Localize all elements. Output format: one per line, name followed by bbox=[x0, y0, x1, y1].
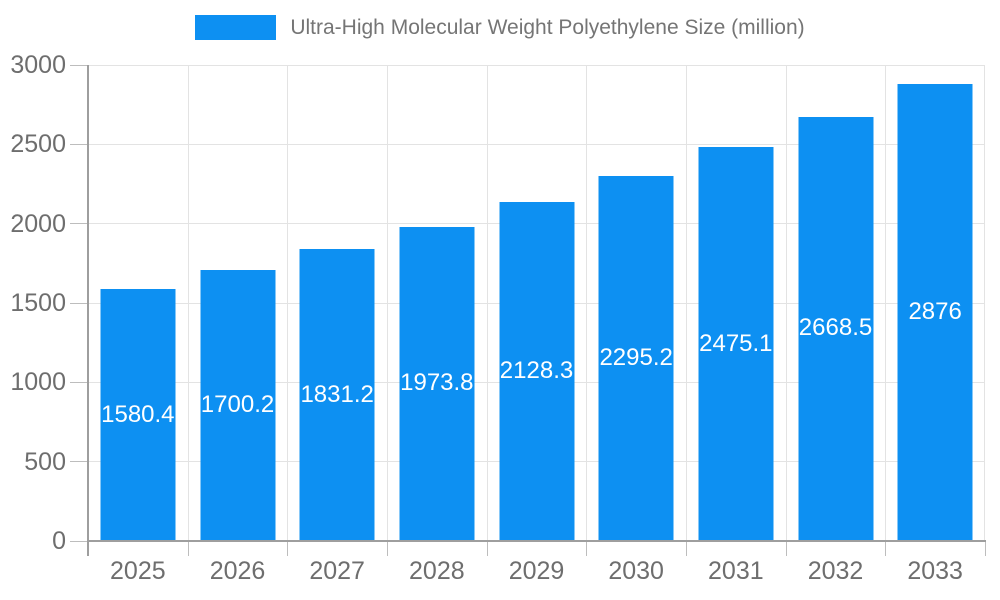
y-axis-tick bbox=[70, 302, 88, 304]
vertical-gridline bbox=[387, 65, 388, 541]
x-axis-tick-label: 2033 bbox=[907, 557, 963, 585]
horizontal-gridline bbox=[88, 64, 985, 66]
x-axis-tick-label: 2028 bbox=[409, 557, 465, 585]
y-axis-tick-label: 2500 bbox=[10, 130, 66, 159]
legend-item[interactable]: Ultra-High Molecular Weight Polyethylene… bbox=[195, 15, 805, 40]
bar-value-label: 2475.1 bbox=[699, 329, 773, 357]
x-axis-tick bbox=[586, 541, 588, 556]
y-axis-tick-label: 2000 bbox=[10, 209, 66, 238]
x-axis-tick bbox=[187, 541, 189, 556]
y-axis-tick-label: 3000 bbox=[10, 51, 66, 79]
vertical-gridline bbox=[686, 65, 687, 541]
x-axis-tick bbox=[885, 541, 887, 556]
bar: 1831.2 bbox=[299, 249, 375, 540]
bar: 2295.2 bbox=[598, 175, 674, 540]
y-axis-tick bbox=[70, 381, 88, 383]
vertical-gridline bbox=[785, 65, 787, 541]
bar-value-label: 1580.4 bbox=[101, 400, 175, 428]
bar-value-label: 2295.2 bbox=[599, 343, 673, 371]
x-axis-tick-label: 2030 bbox=[608, 557, 664, 585]
legend-label: Ultra-High Molecular Weight Polyethylene… bbox=[290, 15, 805, 39]
horizontal-gridline bbox=[88, 143, 985, 145]
x-axis-line bbox=[87, 540, 986, 542]
x-axis-tick bbox=[486, 541, 488, 556]
y-axis-tick bbox=[70, 461, 88, 463]
y-axis-tick bbox=[70, 540, 88, 542]
y-axis-tick bbox=[70, 64, 88, 66]
legend-swatch bbox=[195, 15, 277, 40]
vertical-gridline bbox=[486, 65, 488, 541]
x-axis-tick bbox=[985, 541, 986, 556]
bar: 2475.1 bbox=[698, 147, 774, 540]
x-axis-tick-label: 2031 bbox=[708, 557, 764, 585]
bar-value-label: 1973.8 bbox=[400, 369, 474, 397]
bar-value-label: 1831.2 bbox=[300, 380, 374, 408]
bar: 2128.3 bbox=[499, 202, 574, 540]
vertical-gridline bbox=[885, 65, 887, 541]
bar: 1700.2 bbox=[200, 270, 275, 540]
y-axis-tick-label: 1000 bbox=[10, 368, 66, 397]
x-axis-tick-label: 2029 bbox=[508, 557, 565, 585]
x-axis-tick bbox=[387, 541, 388, 556]
x-axis-tick-label: 2027 bbox=[309, 557, 365, 585]
vertical-gridline bbox=[187, 65, 189, 541]
y-axis-tick bbox=[70, 223, 88, 225]
bar: 2876 bbox=[897, 83, 973, 540]
y-axis-tick-label: 1500 bbox=[10, 289, 66, 317]
x-axis-tick bbox=[287, 541, 289, 556]
bar-value-label: 2668.5 bbox=[798, 314, 873, 342]
y-axis-line bbox=[87, 65, 89, 556]
bar: 2668.5 bbox=[798, 116, 873, 540]
bar-value-label: 2876 bbox=[908, 297, 962, 325]
y-axis-tick bbox=[70, 143, 88, 145]
bar: 1973.8 bbox=[399, 226, 475, 540]
x-axis-tick-label: 2025 bbox=[110, 557, 166, 585]
x-axis-tick-label: 2026 bbox=[209, 557, 266, 585]
vertical-gridline bbox=[984, 65, 985, 541]
x-axis-tick-label: 2032 bbox=[807, 557, 864, 585]
y-axis-tick-label: 0 bbox=[52, 527, 66, 555]
vertical-gridline bbox=[287, 65, 289, 541]
chart-legend: Ultra-High Molecular Weight Polyethylene… bbox=[0, 15, 1000, 40]
bar: 1580.4 bbox=[100, 289, 176, 540]
plot-area: 1580.4 1700.2 1831.2 1973.8 2128.3 2295.2 2475… bbox=[70, 64, 986, 556]
bar-value-label: 1700.2 bbox=[200, 391, 275, 419]
bar-value-label: 2128.3 bbox=[499, 357, 574, 385]
x-axis-tick bbox=[686, 541, 687, 556]
vertical-gridline bbox=[586, 65, 588, 541]
y-axis-tick-label: 500 bbox=[24, 447, 66, 476]
x-axis-tick bbox=[785, 541, 787, 556]
